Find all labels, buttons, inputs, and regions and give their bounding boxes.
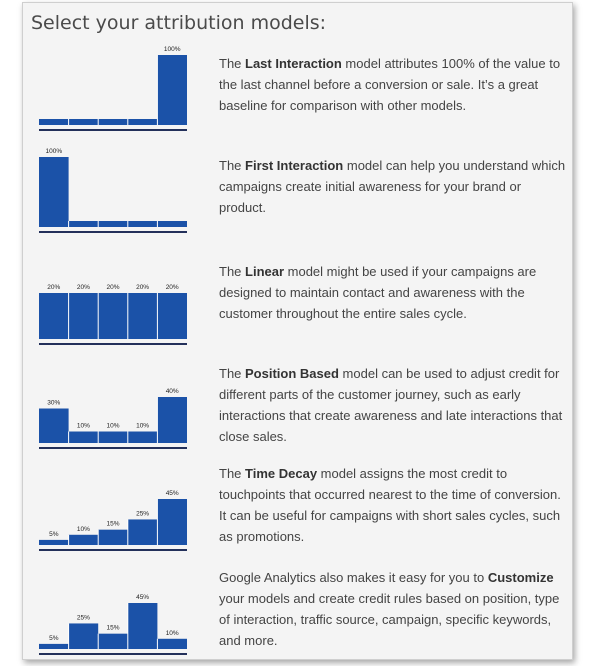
- bar-chart-svg: 30% 10% 10% 10% 40%: [39, 359, 189, 451]
- model-description: The Linear model might be used if your c…: [219, 261, 569, 324]
- bar: [39, 644, 69, 649]
- bar-value-label: 15%: [106, 625, 119, 632]
- description-body: your models and create credit rules base…: [219, 591, 559, 648]
- description-prefix: The: [219, 466, 245, 481]
- model-description: The Time Decay model assigns the most cr…: [219, 463, 569, 547]
- bar: [98, 221, 128, 227]
- bar-chart-svg: 20% 20% 20% 20% 20%: [39, 255, 189, 347]
- bar-value-label: 10%: [77, 526, 90, 533]
- bar: [39, 119, 69, 125]
- description-prefix: The: [219, 366, 245, 381]
- chart-customize: 5% 25% 15% 45% 10%: [39, 565, 189, 657]
- bar: [157, 397, 187, 443]
- attribution-models-panel: Select your attribution models: 100% The …: [22, 2, 573, 660]
- bar-value-label: 5%: [49, 635, 59, 642]
- model-name: First Interaction: [245, 158, 343, 173]
- chart-time-decay: 5% 10% 15% 25% 45%: [39, 461, 189, 553]
- bar-value-label: 20%: [47, 284, 60, 291]
- bar-value-label: 25%: [136, 510, 149, 517]
- bar-value-label: 100%: [164, 46, 181, 53]
- bar-value-label: 10%: [136, 423, 149, 430]
- bar: [69, 293, 99, 339]
- bar-value-label: 10%: [106, 423, 119, 430]
- bar: [98, 530, 128, 545]
- description-prefix: Google Analytics also makes it easy for …: [219, 570, 488, 585]
- bar: [157, 55, 187, 125]
- bar: [69, 119, 99, 125]
- model-name: Linear: [245, 264, 284, 279]
- chart-first-interaction: 100%: [39, 143, 189, 235]
- bar-value-label: 45%: [166, 490, 179, 497]
- page-title: Select your attribution models:: [31, 12, 326, 34]
- bar-value-label: 20%: [166, 284, 179, 291]
- bar: [39, 540, 69, 545]
- bar-value-label: 20%: [106, 284, 119, 291]
- bar-value-label: 30%: [47, 400, 60, 407]
- bar: [128, 293, 158, 339]
- bar: [157, 499, 187, 545]
- bar-value-label: 20%: [77, 284, 90, 291]
- bar-value-label: 10%: [77, 423, 90, 430]
- model-name: Position Based: [245, 366, 339, 381]
- bar: [128, 603, 158, 649]
- chart-last-interaction: 100%: [39, 41, 189, 133]
- chart-position-based: 30% 10% 10% 10% 40%: [39, 359, 189, 451]
- bar: [69, 432, 99, 444]
- bar: [39, 157, 69, 227]
- bar-value-label: 20%: [136, 284, 149, 291]
- model-name: Last Interaction: [245, 56, 342, 71]
- bar: [39, 409, 69, 444]
- bar: [128, 119, 158, 125]
- bar: [128, 221, 158, 227]
- bar: [39, 293, 69, 339]
- bar: [69, 535, 99, 545]
- bar: [157, 293, 187, 339]
- bar: [128, 519, 158, 545]
- bar: [98, 634, 128, 649]
- model-description: Google Analytics also makes it easy for …: [219, 567, 569, 651]
- description-prefix: The: [219, 158, 245, 173]
- bar-chart-svg: 100%: [39, 143, 189, 235]
- bar: [157, 221, 187, 227]
- bar-value-label: 40%: [166, 388, 179, 395]
- chart-linear: 20% 20% 20% 20% 20%: [39, 255, 189, 347]
- bar-chart-svg: 5% 25% 15% 45% 10%: [39, 565, 189, 657]
- model-description: The Last Interaction model attributes 10…: [219, 53, 569, 116]
- bar: [98, 119, 128, 125]
- bar-value-label: 25%: [77, 614, 90, 621]
- bar: [69, 221, 99, 227]
- description-prefix: The: [219, 56, 245, 71]
- model-description: The First Interaction model can help you…: [219, 155, 569, 218]
- bar-value-label: 45%: [136, 594, 149, 601]
- bar-chart-svg: 100%: [39, 41, 189, 133]
- bar: [157, 639, 187, 649]
- model-description: The Position Based model can be used to …: [219, 363, 569, 447]
- bar-value-label: 100%: [45, 148, 62, 155]
- bar: [98, 293, 128, 339]
- model-name: Customize: [488, 570, 554, 585]
- bar-chart-svg: 5% 10% 15% 25% 45%: [39, 461, 189, 553]
- bar: [128, 432, 158, 444]
- bar-value-label: 10%: [166, 630, 179, 637]
- bar-value-label: 5%: [49, 531, 59, 538]
- description-prefix: The: [219, 264, 245, 279]
- bar-value-label: 15%: [106, 521, 119, 528]
- model-name: Time Decay: [245, 466, 317, 481]
- bar: [69, 623, 99, 649]
- bar: [98, 432, 128, 444]
